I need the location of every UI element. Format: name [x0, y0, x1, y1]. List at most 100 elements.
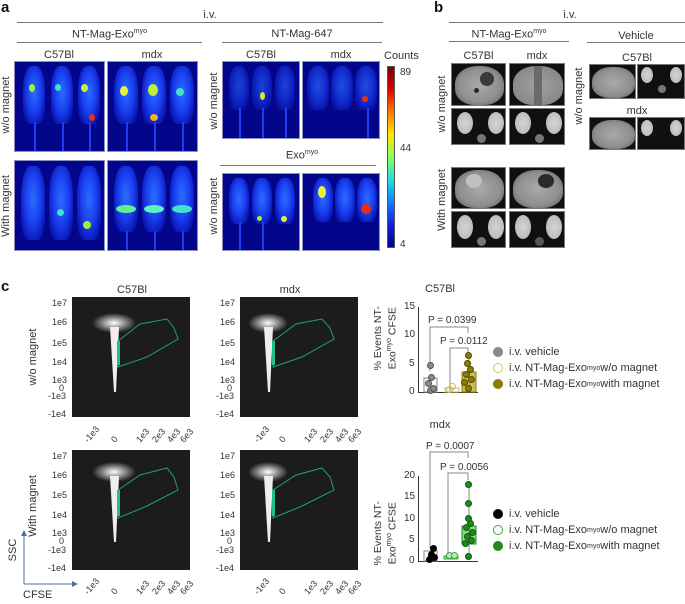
x-tick: 0 [109, 434, 120, 445]
p-value: P = 0.0056 [440, 462, 489, 473]
x-tick: -1e3 [252, 424, 272, 445]
y-tick: -1e4 [48, 563, 67, 573]
x-tick: 6e3 [346, 578, 364, 597]
y-tick: 1e6 [220, 317, 236, 327]
y-tick: 1e5 [52, 338, 68, 348]
y-tick: 1e6 [220, 470, 236, 480]
y-tick: -1e4 [48, 409, 67, 419]
x-tick: 2e3 [318, 578, 336, 597]
y-tick: 0 [59, 536, 65, 546]
x-tick: 2e3 [150, 578, 168, 597]
x-tick: -1e3 [82, 424, 102, 445]
y-tick: -1e3 [48, 545, 67, 555]
legend-item-wo-magnet: i.v. NT-Mag-Exo myo w/o magnet [493, 524, 657, 536]
mri-abdomen-c57bl-wo-magnet [451, 63, 506, 106]
x-tick: 1e3 [134, 426, 152, 445]
p-value: P = 0.0399 [428, 315, 477, 326]
colorbar-title: Counts [384, 50, 419, 62]
colorbar [387, 66, 395, 248]
x-tick: 1e3 [302, 426, 320, 445]
mri-abdomen-c57bl-vehicle [589, 64, 636, 99]
divider [449, 22, 685, 23]
legend-item-vehicle: i.v. vehicle [493, 508, 560, 520]
row-label-wo-magnet: w/o magnet [0, 76, 12, 134]
scatter-col-title-mdx: mdx [279, 284, 301, 296]
row-label-wo-magnet: w/o magnet [573, 67, 585, 125]
y-tick: 0 [409, 386, 415, 397]
fluorescence-image-mdx-with-magnet [107, 160, 198, 251]
scatter-row-label-wo-magnet: w/o magnet [27, 328, 39, 386]
y-tick: 1e4 [52, 357, 68, 367]
row-label-wo-magnet: w/o magnet [208, 177, 220, 235]
x-tick: 1e3 [134, 578, 152, 597]
mri-legs-mdx-vehicle [637, 117, 685, 150]
x-tick: 2e3 [318, 426, 336, 445]
y-tick: 1e7 [220, 298, 236, 308]
x-tick: 6e3 [178, 578, 196, 597]
fluorescence-image-mdx-exo-myo [302, 173, 380, 251]
p-value: P = 0.0007 [426, 441, 475, 452]
divider [220, 165, 376, 166]
mri-legs-c57bl-wo-magnet [451, 108, 506, 145]
group-title-nt-mag-exo: NT-Mag-Exomyo [471, 28, 547, 41]
divider [17, 22, 383, 23]
row-label-wo-magnet: w/o magnet [436, 75, 448, 133]
y-tick: 10 [404, 513, 416, 524]
y-tick: 1e5 [220, 490, 236, 500]
row-label-with-magnet: With magnet [0, 175, 12, 237]
axis-key-y-label: SSC [7, 538, 19, 562]
group-title-vehicle: Vehicle [618, 30, 654, 42]
panel-label-c: c [1, 278, 10, 295]
mri-legs-mdx-wo-magnet [509, 108, 565, 145]
y-tick: 1e5 [220, 338, 236, 348]
x-tick: 2e3 [150, 426, 168, 445]
group-title-exo-myo: Exomyo [285, 149, 319, 162]
x-tick: -1e3 [252, 576, 272, 597]
divider [587, 42, 685, 43]
flow-scatter-c57bl-with-magnet [72, 450, 190, 570]
strain-c57bl: C57Bl [246, 49, 276, 61]
y-tick: 15 [404, 491, 416, 502]
mri-abdomen-mdx-wo-magnet [509, 63, 565, 106]
boxplot-title-mdx: mdx [429, 419, 451, 431]
colorbar-max: 89 [400, 67, 412, 78]
strain-mdx: mdx [526, 50, 548, 62]
y-tick: 1e3 [52, 375, 68, 385]
y-tick: 0 [227, 536, 233, 546]
panel-b-route-title: i.v. [563, 9, 577, 21]
scatter-col-title-c57bl: C57Bl [117, 284, 147, 296]
strain-c57bl: C57Bl [463, 50, 494, 62]
strain-mdx: mdx [330, 49, 352, 61]
boxplot-ylabel: % Events NT- Exomyo CFSE [371, 306, 399, 371]
boxplot-ylabel: % Events NT- Exomyo CFSE [371, 501, 399, 566]
legend-item-wo-magnet: i.v. NT-Mag-Exo myo w/o magnet [493, 362, 657, 374]
y-tick: 1e3 [220, 375, 236, 385]
y-tick: -1e3 [216, 391, 235, 401]
y-tick: 1e4 [220, 510, 236, 520]
colorbar-mid: 44 [400, 143, 412, 154]
fluorescence-image-c57bl-nt-mag-647 [222, 61, 300, 139]
y-tick: -1e4 [216, 563, 235, 573]
mri-abdomen-mdx-with-magnet [509, 167, 565, 209]
y-tick: 1e6 [52, 470, 68, 480]
y-tick: 15 [404, 301, 416, 312]
y-tick: 1e6 [52, 317, 68, 327]
boxplot-title-c57bl: C57Bl [425, 283, 455, 295]
x-tick: -1e3 [82, 576, 102, 597]
divider [449, 41, 569, 42]
row-label-with-magnet: With magnet [436, 169, 448, 231]
mri-abdomen-c57bl-with-magnet [451, 167, 506, 209]
y-tick: 1e3 [52, 528, 68, 538]
strain-c57bl: C57Bl [622, 52, 652, 64]
p-value: P = 0.0112 [440, 336, 488, 347]
flow-scatter-mdx-with-magnet [240, 450, 358, 570]
fluorescence-image-c57bl-with-magnet [14, 160, 105, 251]
y-axis [418, 307, 419, 393]
fluorescence-image-c57bl-wo-magnet [14, 61, 105, 152]
y-tick: 1e7 [52, 451, 68, 461]
divider [17, 42, 202, 43]
mri-legs-mdx-with-magnet [509, 211, 565, 248]
mri-legs-c57bl-vehicle [637, 64, 685, 99]
legend-item-vehicle: i.v. vehicle [493, 346, 560, 358]
x-tick: 6e3 [178, 426, 196, 445]
